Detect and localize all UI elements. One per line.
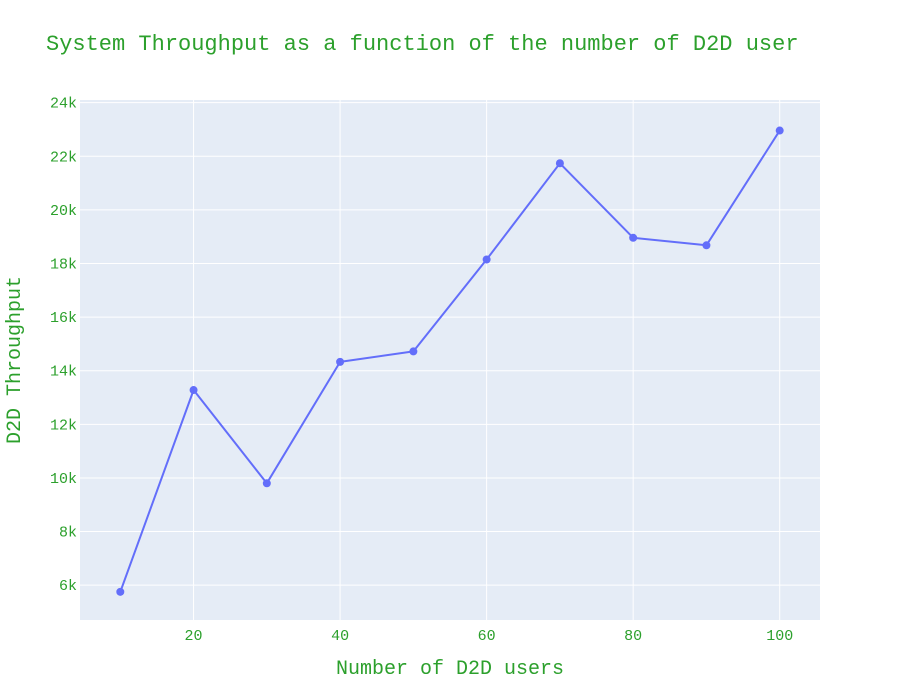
y-tick-label: 8k xyxy=(59,525,77,542)
y-gridlines xyxy=(80,102,820,586)
data-point[interactable] xyxy=(409,347,418,356)
y-tick-labels: 6k 8k 10k 12k 14k 16k 18k 20k 22k 24k xyxy=(50,96,77,595)
x-tick-label: 60 xyxy=(478,628,496,645)
x-gridlines xyxy=(193,100,781,620)
data-point[interactable] xyxy=(262,479,271,488)
data-point[interactable] xyxy=(555,159,564,168)
data-point[interactable] xyxy=(702,241,711,250)
y-tick-label: 10k xyxy=(50,471,77,488)
plot-area xyxy=(80,100,820,620)
data-point[interactable] xyxy=(482,255,491,264)
series-line xyxy=(119,130,781,593)
y-tick-label: 18k xyxy=(50,257,77,274)
series-group xyxy=(116,126,784,596)
x-tick-label: 40 xyxy=(331,628,349,645)
x-tick-labels: 20 40 60 80 100 xyxy=(185,628,794,645)
y-tick-label: 22k xyxy=(50,149,77,166)
chart-title: System Throughput as a function of the n… xyxy=(46,32,799,57)
data-point[interactable] xyxy=(336,357,345,366)
y-tick-label: 24k xyxy=(50,96,77,113)
data-point[interactable] xyxy=(116,587,125,596)
y-tick-label: 20k xyxy=(50,203,77,220)
x-tick-label: 100 xyxy=(766,628,793,645)
x-tick-label: 80 xyxy=(624,628,642,645)
y-tick-label: 16k xyxy=(50,310,77,327)
y-tick-label: 6k xyxy=(59,578,77,595)
x-tick-label: 20 xyxy=(185,628,203,645)
x-axis-label: Number of D2D users xyxy=(336,658,564,681)
y-tick-label: 14k xyxy=(50,364,77,381)
data-point[interactable] xyxy=(629,233,638,242)
y-tick-label: 12k xyxy=(50,417,77,434)
data-point[interactable] xyxy=(775,126,784,135)
y-axis-label: D2D Throughput xyxy=(4,276,27,444)
data-point[interactable] xyxy=(189,386,198,395)
